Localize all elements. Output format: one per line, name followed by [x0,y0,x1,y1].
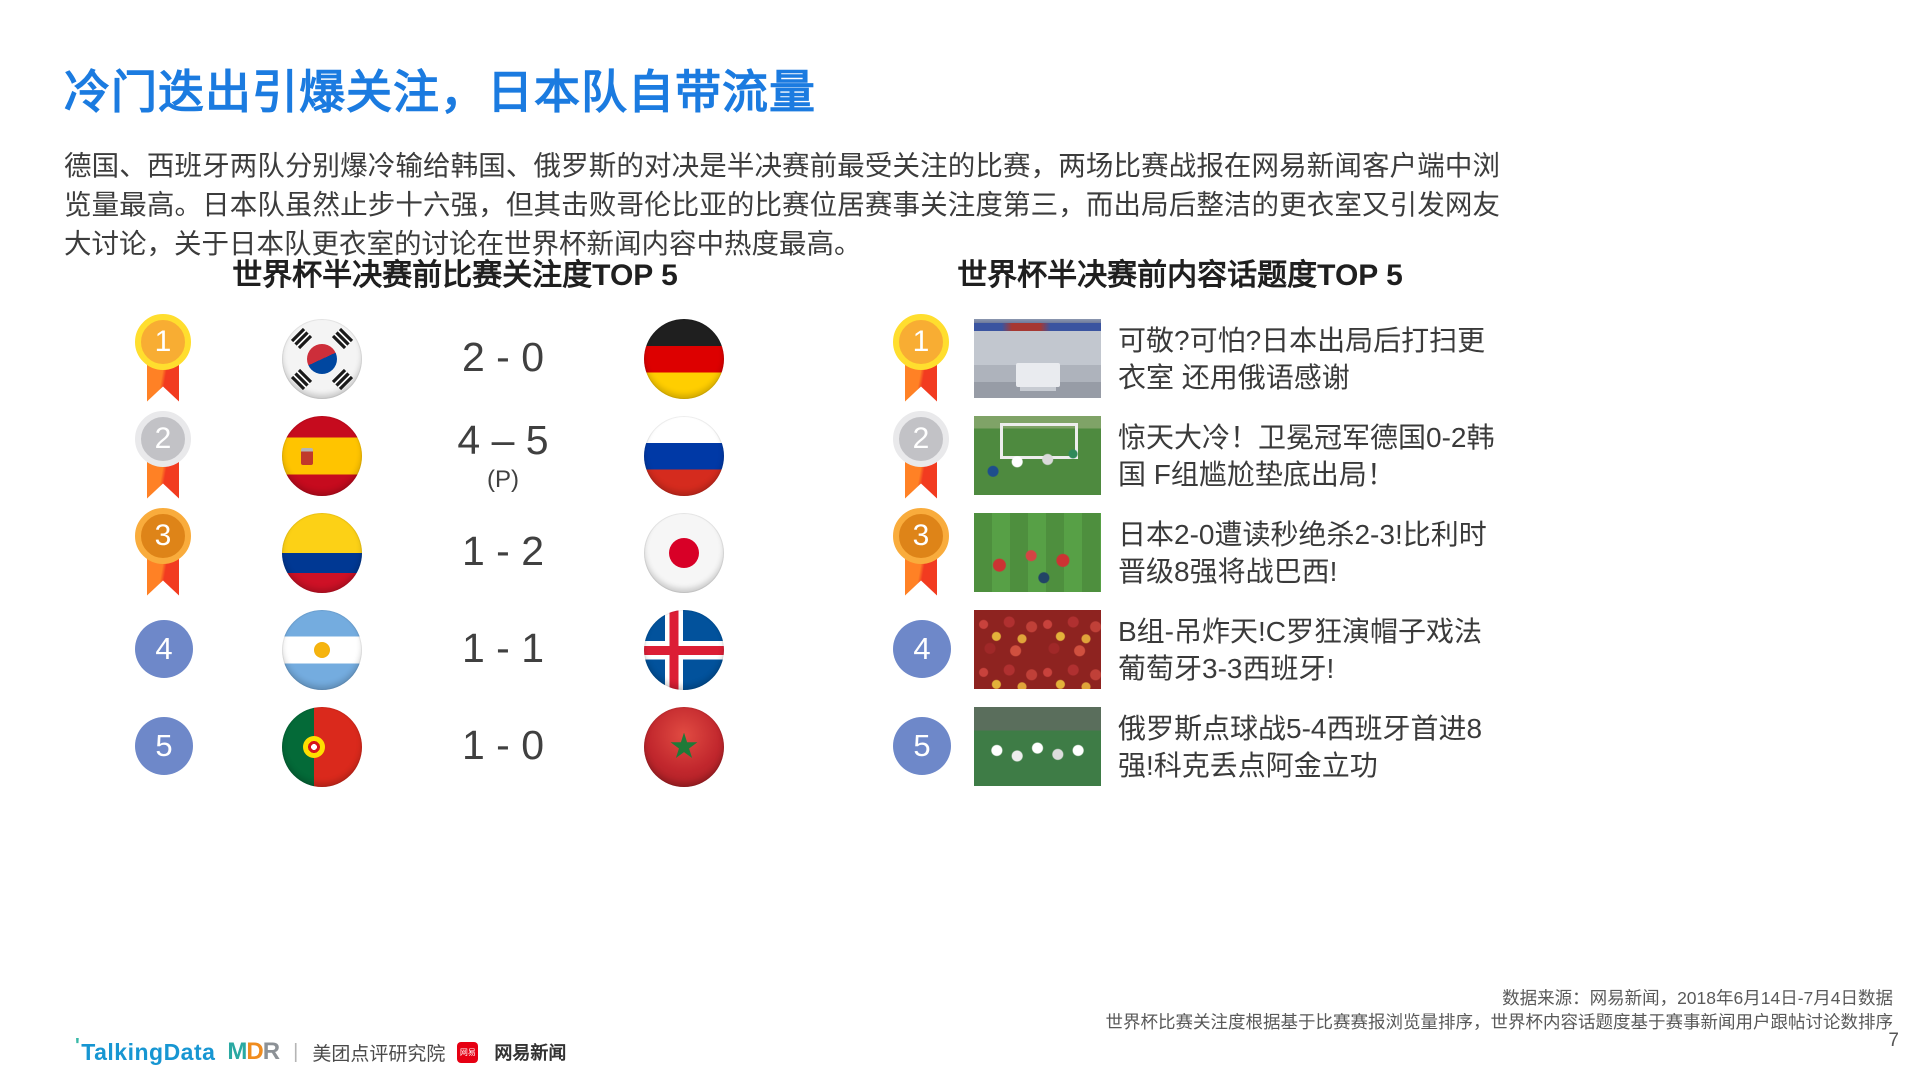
page-number: 7 [1888,1030,1899,1051]
news-headline: 惊天大冷！卫冕冠军德国0-2韩国 F组尴尬垫底出局！ [1118,421,1495,490]
rank-5-badge-icon: 5 [889,716,953,777]
germany-flag-icon [644,318,724,399]
rank-number: 1 [893,313,949,370]
fans-crowd-thumbnail [973,610,1101,689]
match-attention-title: 世界杯半决赛前比赛关注度TOP 5 [232,259,678,292]
news-headline: B组-吊炸天!C罗狂演帽子戏法 葡萄牙3-3西班牙! [1118,615,1483,684]
meituan-research-label: 美团点评研究院 [312,1043,446,1065]
mdr-logo: MDR [227,1038,280,1065]
silver-medal-icon: 2 [131,410,195,501]
data-source-note: 数据来源：网易新闻，2018年6月14日-7月4日数据 世界杯比赛关注度根据基于… [1106,986,1894,1034]
news-headline: 可敬?可怕?日本出局后打扫更衣室 还用俄语感谢 [1118,324,1486,393]
score-text: 4 – 5 [457,417,549,463]
rank-number: 1 [135,313,191,370]
rank-number: 5 [893,716,951,775]
match-action-thumbnail [973,416,1101,495]
content-topic-panel: 世界杯半决赛前内容话题度TOP 5 1 可敬?可怕?日本出局后打扫更衣室 还用俄… [880,250,1498,795]
locker-room-thumbnail [973,319,1101,398]
match-score: 1 - 1 [462,625,544,674]
talkingdata-tick-icon: ' [75,1034,81,1057]
source-line-2: 世界杯比赛关注度根据基于比赛赛报浏览量排序，世界杯内容话题度基于赛事新闻用户跟帖… [1105,1012,1894,1032]
rank-4-badge-icon: 4 [889,619,953,680]
match-attention-panel: 世界杯半决赛前比赛关注度TOP 5 1 2 - 0 [65,250,755,795]
rank-number: 3 [135,507,191,564]
match-row-4: 4 1 - 1 [65,601,755,698]
match-attention-rows: 1 2 - 0 2 [65,310,755,795]
match-score: 4 – 5 (P) [457,417,548,494]
japan-flag-icon [644,512,724,593]
celebration-thumbnail [973,707,1101,786]
iceland-flag-icon [644,609,724,690]
topic-row-1: 1 可敬?可怕?日本出局后打扫更衣室 还用俄语感谢 [880,310,1498,407]
rank-number: 3 [893,507,949,564]
match-row-2: 2 4 – 5 (P) [65,407,755,504]
match-score: 1 - 0 [462,722,544,771]
score-text: 1 - 2 [461,528,545,574]
spain-flag-icon [282,415,362,496]
penalty-note: (P) [486,466,519,493]
talkingdata-logo: ' TalkingData [75,1034,216,1065]
match-score: 1 - 2 [462,528,544,577]
topic-row-2: 2 惊天大冷！卫冕冠军德国0-2韩国 F组尴尬垫底出局！ [880,407,1498,504]
netease-badge-icon: 网易 [457,1041,479,1063]
colombia-flag-icon [282,512,362,593]
content-topic-rows: 1 可敬?可怕?日本出局后打扫更衣室 还用俄语感谢 2 惊天大冷！卫冕冠军德国0… [880,310,1498,795]
silver-medal-icon: 2 [889,410,953,501]
rank-number: 2 [135,410,191,467]
score-text: 2 - 0 [461,334,545,380]
gold-medal-icon: 1 [889,313,953,404]
pitch-players-thumbnail [973,513,1101,592]
netease-news-label: 网易新闻 [494,1043,567,1063]
rank-number: 2 [893,410,949,467]
rank-number: 4 [135,619,193,678]
bronze-medal-icon: 3 [889,507,953,598]
rank-number: 4 [893,619,951,678]
topic-row-4: 4 B组-吊炸天!C罗狂演帽子戏法 葡萄牙3-3西班牙! [880,601,1498,698]
gold-medal-icon: 1 [131,313,195,404]
match-row-5: 5 1 - 0 [65,698,755,795]
page-title: 冷门迭出引爆关注，日本队自带流量 [64,66,816,118]
russia-flag-icon [644,415,724,496]
match-row-3: 3 1 - 2 [65,504,755,601]
source-line-1: 数据来源：网易新闻，2018年6月14日-7月4日数据 [1502,988,1893,1008]
match-row-1: 1 2 - 0 [65,310,755,407]
rank-number: 5 [135,716,193,775]
content-topic-title: 世界杯半决赛前内容话题度TOP 5 [957,259,1403,292]
bronze-medal-icon: 3 [131,507,195,598]
score-text: 1 - 0 [461,722,545,768]
rank-4-badge-icon: 4 [131,619,195,680]
argentina-flag-icon [282,609,362,690]
logo-divider: | [293,1040,299,1063]
topic-row-5: 5 俄罗斯点球战5-4西班牙首进8强!科克丢点阿金立功 [880,698,1498,795]
news-headline: 俄罗斯点球战5-4西班牙首进8强!科克丢点阿金立功 [1118,712,1483,781]
topic-row-3: 3 日本2-0遭读秒绝杀2-3!比利时晋级8强将战巴西! [880,504,1498,601]
portugal-flag-icon [282,706,362,787]
news-headline: 日本2-0遭读秒绝杀2-3!比利时晋级8强将战巴西! [1118,518,1487,587]
rank-5-badge-icon: 5 [131,716,195,777]
intro-paragraph: 德国、西班牙两队分别爆冷输给韩国、俄罗斯的对决是半决赛前最受关注的比赛，两场比赛… [64,150,1500,259]
score-text: 1 - 1 [461,625,545,671]
star-icon [670,732,698,758]
south-korea-flag-icon [282,318,362,399]
morocco-flag-icon [644,706,724,787]
match-score: 2 - 0 [462,334,544,383]
footer-logos: ' TalkingData MDR | 美团点评研究院 网易 网易新闻 [75,1034,567,1066]
